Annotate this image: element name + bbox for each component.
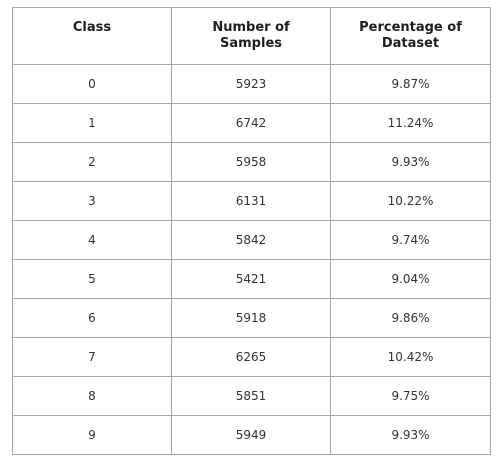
table-body: 0 5923 9.87% 1 6742 11.24% 2 5958 9.93% … [12,64,491,455]
cell-samples: 6265 [171,337,331,377]
header-percentage-of-dataset: Percentage of Dataset [330,7,491,65]
cell-class: 3 [12,181,172,221]
cell-class: 9 [12,415,172,455]
class-distribution-table: Class Number of Samples Percentage of Da… [12,7,491,455]
cell-percentage: 10.42% [330,337,491,377]
header-class: Class [12,7,172,65]
cell-percentage: 10.22% [330,181,491,221]
cell-class: 1 [12,103,172,143]
cell-class: 4 [12,220,172,260]
header-samples-line-2: Samples [220,36,282,51]
cell-percentage: 11.24% [330,103,491,143]
table-row: 5 5421 9.04% [12,259,491,299]
header-class-line-1: Class [72,20,112,35]
cell-samples: 6742 [171,103,331,143]
cell-class: 0 [12,64,172,104]
cell-percentage: 9.74% [330,220,491,260]
cell-samples: 5842 [171,220,331,260]
header-number-of-samples: Number of Samples [171,7,331,65]
table-row: 0 5923 9.87% [12,64,491,104]
header-row: Class Number of Samples Percentage of Da… [12,7,491,65]
cell-percentage: 9.93% [330,415,491,455]
cell-samples: 6131 [171,181,331,221]
cell-percentage: 9.86% [330,298,491,338]
cell-samples: 5421 [171,259,331,299]
table-row: 4 5842 9.74% [12,220,491,260]
header-percentage-line-1: Percentage of [359,20,462,35]
cell-samples: 5923 [171,64,331,104]
table-row: 2 5958 9.93% [12,142,491,182]
cell-class: 6 [12,298,172,338]
cell-percentage: 9.04% [330,259,491,299]
header-percentage-line-2: Dataset [381,36,440,51]
cell-class: 5 [12,259,172,299]
table-row: 8 5851 9.75% [12,376,491,416]
cell-samples: 5949 [171,415,331,455]
table-header: Class Number of Samples Percentage of Da… [12,7,491,65]
cell-class: 8 [12,376,172,416]
cell-class: 2 [12,142,172,182]
table-row: 1 6742 11.24% [12,103,491,143]
cell-percentage: 9.87% [330,64,491,104]
cell-samples: 5918 [171,298,331,338]
table-row: 9 5949 9.93% [12,415,491,455]
cell-percentage: 9.75% [330,376,491,416]
table-row: 3 6131 10.22% [12,181,491,221]
cell-samples: 5958 [171,142,331,182]
class-distribution-table-container: Class Number of Samples Percentage of Da… [12,7,491,455]
cell-percentage: 9.93% [330,142,491,182]
cell-class: 7 [12,337,172,377]
table-row: 6 5918 9.86% [12,298,491,338]
table-row: 7 6265 10.42% [12,337,491,377]
cell-samples: 5851 [171,376,331,416]
header-samples-line-1: Number of [212,20,290,35]
